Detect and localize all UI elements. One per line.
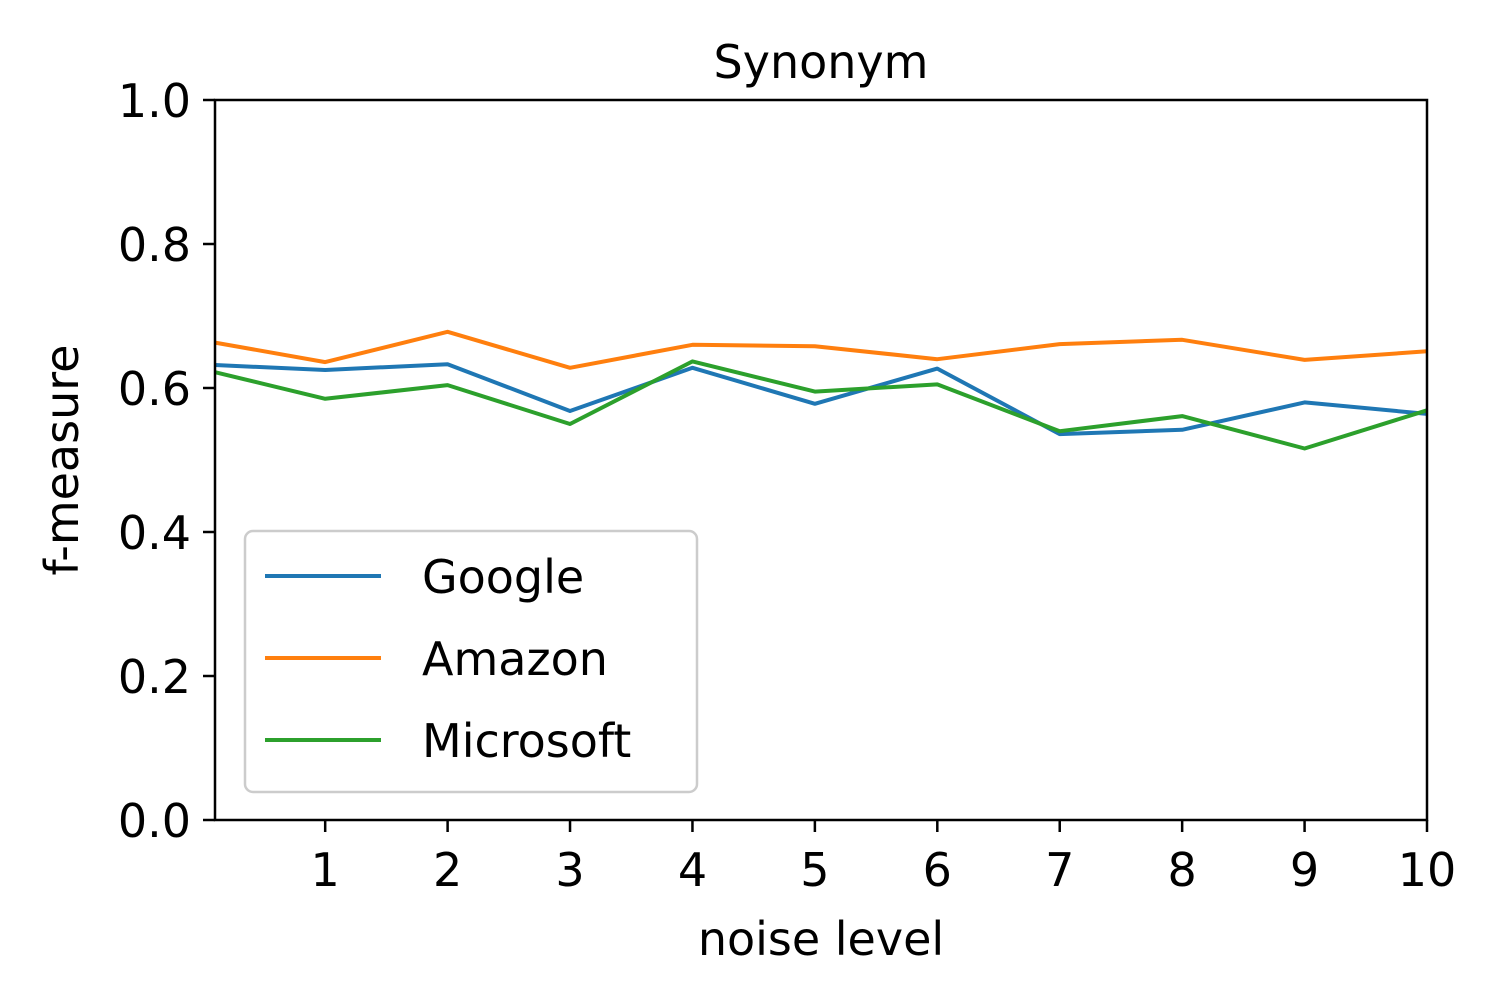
legend-entry-microsoft: Microsoft [265, 714, 631, 768]
x-tick-label: 6 [923, 843, 952, 897]
series-line-google [214, 362, 1428, 437]
y-tick-label: 1.0 [118, 74, 191, 128]
x-tick-label: 9 [1290, 843, 1319, 897]
legend-label: Google [422, 550, 584, 604]
y-tick-label: 0.4 [118, 506, 191, 560]
x-tick-label: 7 [1045, 843, 1074, 897]
x-tick-label: 5 [800, 843, 829, 897]
legend: Google Amazon Microsoft [243, 529, 699, 794]
chart-title: Synonym [714, 35, 929, 89]
y-tick-label: 0.8 [118, 218, 191, 272]
x-tick-label: 3 [555, 843, 584, 897]
x-tick-label: 10 [1398, 843, 1457, 897]
legend-label: Amazon [422, 632, 608, 686]
x-tick-label: 8 [1168, 843, 1197, 897]
y-axis-title: f-measure [35, 345, 89, 576]
axes-frame [213, 98, 1429, 822]
legend-entry-google: Google [265, 550, 584, 604]
y-tick-label: 0.2 [118, 650, 191, 704]
legend-box [243, 529, 699, 794]
x-tick-label: 2 [433, 843, 462, 897]
legend-entry-amazon: Amazon [265, 632, 608, 686]
legend-label: Microsoft [422, 714, 631, 768]
y-tick-label: 0.6 [118, 362, 191, 416]
x-tick-label: 4 [678, 843, 707, 897]
series-line-microsoft [214, 359, 1428, 451]
y-tick-label: 0.0 [118, 794, 191, 848]
axis-ticks: 1 2 3 4 5 6 7 8 9 10 0.0 0.2 0.4 0.6 0.8 1.0 [118, 74, 1456, 897]
x-axis-title: noise level [698, 912, 944, 966]
x-tick-label: 1 [311, 843, 340, 897]
plot-area [213, 98, 1429, 822]
series-line-amazon [214, 329, 1428, 370]
